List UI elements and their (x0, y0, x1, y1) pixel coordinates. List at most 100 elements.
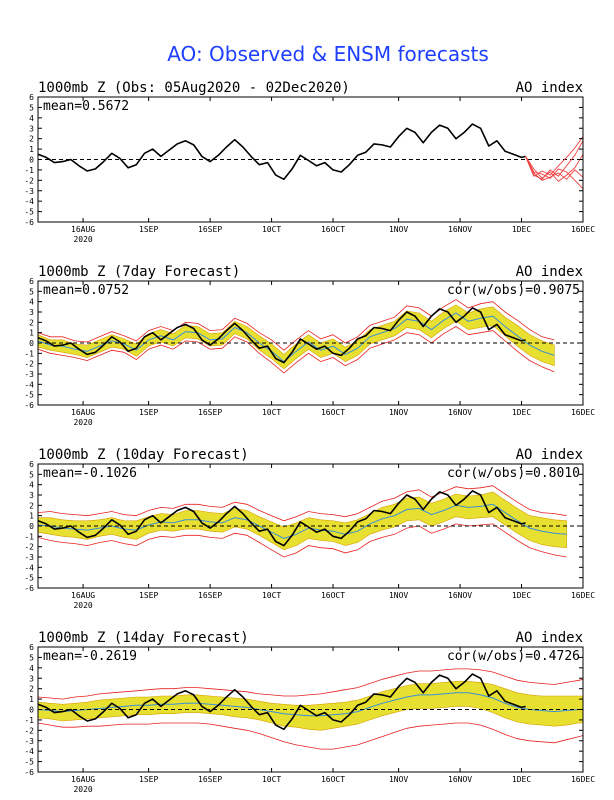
x-tick-label: 1SEP (139, 775, 158, 784)
y-tick-label: 2 (29, 318, 34, 327)
ensemble-max-line (37, 299, 555, 351)
y-tick-label: -5 (24, 208, 34, 217)
x-tick-label: 1NOV (389, 225, 408, 234)
x-tick-label: 16AUG (71, 225, 95, 234)
panel-title: 1000mb Z (Obs: 05Aug2020 - 02Dec2020) (38, 80, 350, 96)
y-tick-label: 4 (29, 298, 34, 307)
mean-label: mean=0.0752 (43, 283, 129, 298)
correlation-label: cor(w/obs)=0.9075 (447, 283, 580, 298)
x-tick-label: 10CT (262, 225, 281, 234)
x-tick-label: 16NOV (448, 225, 472, 234)
y-tick-label: -2 (24, 726, 34, 735)
x-tick-label: 16DEC (571, 408, 595, 417)
x-tick-label: 16DEC (571, 775, 595, 784)
y-tick-label: -4 (24, 380, 34, 389)
y-tick-label: 5 (29, 470, 34, 479)
y-tick-label: -2 (24, 176, 34, 185)
panel-2: 1000mb Z (7day Forecast) AO index -6-5 -4-3… (24, 264, 595, 427)
x-tick-label: 1NOV (389, 408, 408, 417)
y-tick-label: -6 (24, 218, 34, 227)
mean-label: mean=0.5672 (43, 99, 129, 114)
y-tick-label: 6 (29, 643, 34, 652)
panel-right-label: AO index (516, 447, 583, 463)
x-tick-label: 16AUG (71, 591, 95, 600)
y-tick-label: -5 (24, 391, 34, 400)
y-tick-label: 3 (29, 491, 34, 500)
observed-line (37, 490, 526, 547)
y-tick-label: 6 (29, 277, 34, 286)
x-tick-label: 1SEP (139, 591, 158, 600)
x-tick-label: 16AUG (71, 408, 95, 417)
panel-4: 1000mb Z (14day Forecast) AO index-6-5-4-… (24, 630, 595, 794)
panel-title: 1000mb Z (7day Forecast) (38, 264, 240, 280)
panel-title: 1000mb Z (14day Forecast) (38, 630, 249, 646)
x-tick-label: 1SEP (139, 408, 158, 417)
x-tick-label: 1DEC (512, 408, 531, 417)
y-tick-label: -6 (24, 768, 34, 777)
observed-line (37, 123, 526, 181)
y-tick-label: -4 (24, 747, 34, 756)
y-tick-label: 5 (29, 287, 34, 296)
y-tick-label: -3 (24, 187, 34, 196)
x-tick-label: 16AUG (71, 775, 95, 784)
ensemble-spread-band (37, 491, 567, 551)
ensemble-min-line (37, 326, 555, 374)
x-tick-label: 10CT (262, 591, 281, 600)
x-tick-label: 16DEC (571, 225, 595, 234)
x-tick-label: 16NOV (448, 408, 472, 417)
y-tick-label: -1 (24, 532, 34, 541)
x-tick-sublabel: 2020 (73, 418, 92, 427)
panel-right-label: AO index (516, 630, 583, 646)
y-tick-label: 4 (29, 114, 34, 123)
x-tick-label: 1DEC (512, 225, 531, 234)
forecast-member-3 (525, 154, 584, 183)
x-tick-label: 1DEC (512, 591, 531, 600)
panel-right-label: AO index (516, 264, 583, 280)
x-tick-label: 16OCT (321, 225, 345, 234)
panels: 1000mb Z (Obs: 05Aug2020 - 02Dec2020) AO … (24, 80, 595, 794)
y-tick-label: 4 (29, 664, 34, 673)
x-tick-label: 10CT (262, 408, 281, 417)
x-tick-label: 1NOV (389, 591, 408, 600)
ensemble-max-line (37, 485, 567, 522)
x-tick-sublabel: 2020 (73, 785, 92, 794)
x-tick-label: 16SEP (198, 225, 222, 234)
y-tick-label: 5 (29, 653, 34, 662)
y-tick-label: -2 (24, 360, 34, 369)
y-tick-label: 3 (29, 124, 34, 133)
panel-1: 1000mb Z (Obs: 05Aug2020 - 02Dec2020) AO … (24, 80, 595, 244)
ensemble-mean-line (37, 312, 555, 363)
x-tick-label: 16OCT (321, 591, 345, 600)
ensemble-min-line (37, 722, 584, 750)
x-tick-label: 16NOV (448, 775, 472, 784)
y-tick-label: -5 (24, 574, 34, 583)
mean-label: mean=-0.2619 (43, 649, 137, 664)
x-tick-label: 1DEC (512, 775, 531, 784)
x-tick-label: 16OCT (321, 775, 345, 784)
x-tick-label: 16SEP (198, 408, 222, 417)
y-tick-label: 0 (29, 156, 34, 165)
y-tick-label: 0 (29, 339, 34, 348)
observed-line (37, 673, 526, 731)
x-tick-label: 16SEP (198, 775, 222, 784)
x-tick-label: 16OCT (321, 408, 345, 417)
panel-3: 1000mb Z (10day Forecast) AO index-6-5-4-… (24, 447, 595, 610)
ensemble-max-line (37, 668, 584, 700)
x-tick-label: 10CT (262, 775, 281, 784)
y-tick-label: -1 (24, 166, 34, 175)
forecast-member-4 (525, 136, 584, 177)
y-tick-label: -2 (24, 543, 34, 552)
y-tick-label: 5 (29, 103, 34, 112)
forecast-member-2 (525, 156, 584, 190)
x-tick-sublabel: 2020 (73, 235, 92, 244)
y-tick-label: -6 (24, 401, 34, 410)
y-tick-label: 1 (29, 512, 34, 521)
y-tick-label: 1 (29, 695, 34, 704)
y-tick-label: 2 (29, 501, 34, 510)
y-tick-label: -4 (24, 563, 34, 572)
ensemble-mean-line (37, 692, 583, 717)
y-tick-label: 6 (29, 460, 34, 469)
y-tick-label: -3 (24, 737, 34, 746)
y-tick-label: 0 (29, 522, 34, 531)
